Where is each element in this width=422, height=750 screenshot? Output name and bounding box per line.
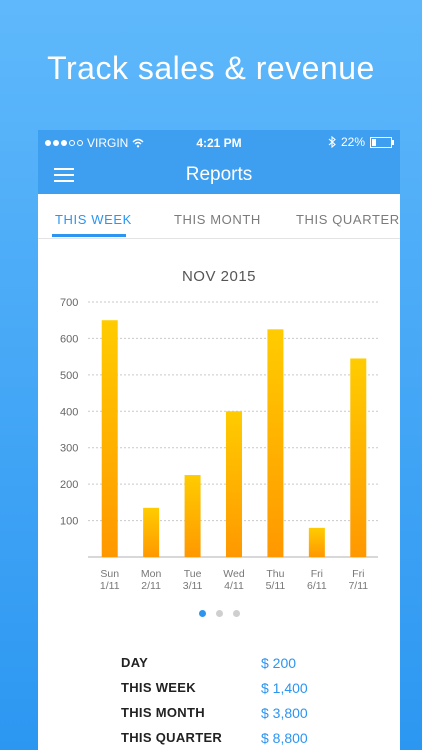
battery-percent: 22% <box>340 135 365 149</box>
tab-bar: THIS WEEK THIS MONTH THIS QUARTER <box>38 194 400 239</box>
bar-fri-7-11[interactable] <box>350 358 367 557</box>
x-tick-label: Sun <box>100 568 119 580</box>
signal-icon <box>45 140 83 146</box>
x-tick-label: 2/11 <box>141 580 161 592</box>
nav-bar: Reports <box>38 156 400 194</box>
y-tick-label: 700 <box>60 297 78 309</box>
tab-this-week[interactable]: THIS WEEK <box>55 212 132 227</box>
summary-value: $ 3,800 <box>261 704 308 721</box>
x-tick-label: 7/11 <box>348 580 368 592</box>
page-dot[interactable] <box>215 610 223 617</box>
x-tick-label: Wed <box>223 568 245 580</box>
wifi-icon <box>132 138 144 148</box>
x-tick-label: 4/11 <box>224 580 244 592</box>
y-tick-label: 400 <box>60 406 78 418</box>
x-tick-label: Mon <box>141 568 162 580</box>
y-tick-label: 200 <box>60 479 78 491</box>
status-right: 22% <box>328 135 394 149</box>
summary-label: DAY <box>121 655 149 670</box>
y-tick-label: 100 <box>60 516 78 528</box>
summary-row: THIS MONTH $ 3,800 <box>121 700 361 725</box>
carrier-label: VIRGIN <box>87 136 129 150</box>
battery-icon <box>370 136 394 148</box>
headline: Track sales & revenue <box>47 50 375 86</box>
bar-wed-4-11[interactable] <box>226 411 242 557</box>
x-tick-label: 1/11 <box>100 580 120 592</box>
summary-label: THIS QUARTER <box>121 730 223 745</box>
bar-thu-5-11[interactable] <box>267 329 284 557</box>
x-tick-label: Thu <box>266 568 284 580</box>
summary-label: THIS MONTH <box>121 705 205 720</box>
x-tick-label: 5/11 <box>266 580 286 592</box>
x-tick-label: Tue <box>184 568 202 580</box>
x-tick-label: 3/11 <box>183 580 203 592</box>
x-tick-label: Fri <box>311 568 323 580</box>
carrier-info: VIRGIN <box>45 136 144 150</box>
summary-row: THIS WEEK $ 1,400 <box>121 675 361 700</box>
bar-mon-2-11[interactable] <box>143 507 160 557</box>
phone-screen: VIRGIN 4:21 PM 22% Reports THIS WEEK THI… <box>38 130 400 750</box>
page-indicator <box>38 610 400 617</box>
hamburger-menu-icon[interactable] <box>54 168 74 182</box>
bar-fri-6-11[interactable] <box>308 527 325 557</box>
bar-sun-1-11[interactable] <box>101 320 118 557</box>
status-bar: VIRGIN 4:21 PM 22% <box>38 130 400 156</box>
page-dot[interactable] <box>198 610 206 617</box>
summary-value: $ 1,400 <box>261 679 308 696</box>
active-tab-indicator <box>52 234 126 237</box>
bar-tue-3-11[interactable] <box>184 475 201 557</box>
tab-this-quarter[interactable]: THIS QUARTER <box>296 212 400 227</box>
summary-value: $ 200 <box>261 654 297 671</box>
chart-title: NOV 2015 <box>181 268 257 285</box>
y-tick-label: 600 <box>60 333 78 345</box>
status-time: 4:21 PM <box>196 136 242 150</box>
summary-row: THIS QUARTER $ 8,800 <box>121 725 361 750</box>
page-title: Reports <box>185 164 253 185</box>
x-tick-label: Fri <box>352 568 364 580</box>
summary-row: DAY $ 200 <box>121 650 361 675</box>
page-dot[interactable] <box>232 610 240 617</box>
summary-table: DAY $ 200 THIS WEEK $ 1,400 THIS MONTH $… <box>121 650 361 750</box>
y-tick-label: 500 <box>60 370 78 382</box>
tab-this-month[interactable]: THIS MONTH <box>174 212 261 227</box>
y-tick-label: 300 <box>60 443 78 455</box>
summary-label: THIS WEEK <box>121 680 196 695</box>
summary-value: $ 8,800 <box>261 729 308 746</box>
x-tick-label: 6/11 <box>307 580 327 592</box>
bluetooth-icon <box>328 136 336 148</box>
